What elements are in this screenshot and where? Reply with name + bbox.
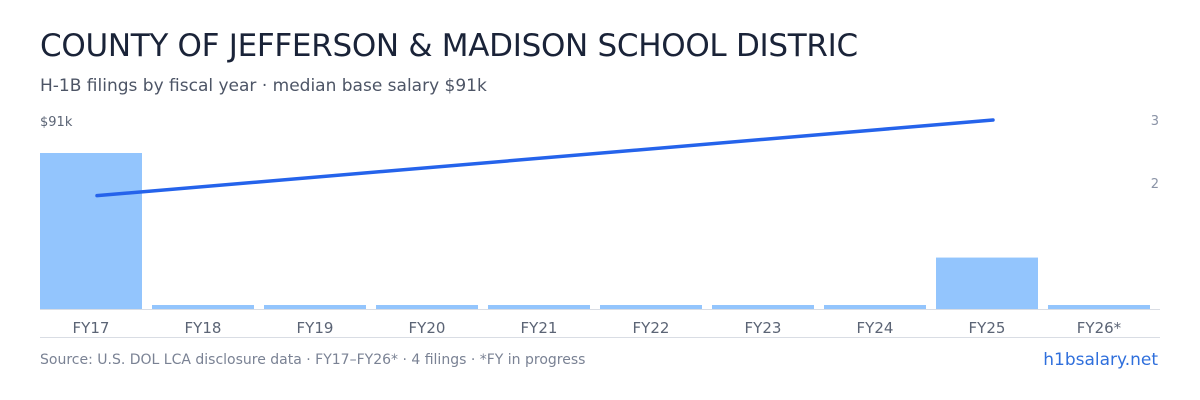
- bar: [152, 305, 254, 309]
- x-tick-label: FY25: [969, 319, 1006, 337]
- x-tick-label: FY17: [73, 319, 110, 337]
- bar: [264, 305, 366, 309]
- x-tick-label: FY21: [521, 319, 558, 337]
- x-tick-label: FY26*: [1077, 319, 1122, 337]
- x-tick-label: FY19: [297, 319, 334, 337]
- x-tick-label: FY24: [857, 319, 894, 337]
- bar: [488, 305, 590, 309]
- bar: [1048, 305, 1150, 309]
- chart-title: COUNTY OF JEFFERSON & MADISON SCHOOL DIS…: [40, 28, 858, 64]
- left-axis-label: $91k: [40, 115, 73, 130]
- bar: [824, 305, 926, 309]
- brand-link[interactable]: h1bsalary.net: [1043, 350, 1158, 370]
- bar: [712, 305, 814, 309]
- x-tick-label: FY22: [633, 319, 670, 337]
- bar: [40, 153, 142, 309]
- bar: [600, 305, 702, 309]
- bar: [376, 305, 478, 309]
- x-tick-label: FY20: [409, 319, 446, 337]
- x-tick-label: FY18: [185, 319, 222, 337]
- filings-line: [95, 118, 995, 198]
- chart-subtitle: H-1B filings by fiscal year · median bas…: [40, 76, 487, 96]
- bar: [936, 257, 1038, 309]
- source-note: Source: U.S. DOL LCA disclosure data · F…: [40, 352, 586, 368]
- right-axis-tick: 2: [1151, 177, 1159, 192]
- right-axis-tick: 3: [1151, 114, 1159, 129]
- x-tick-label: FY23: [745, 319, 782, 337]
